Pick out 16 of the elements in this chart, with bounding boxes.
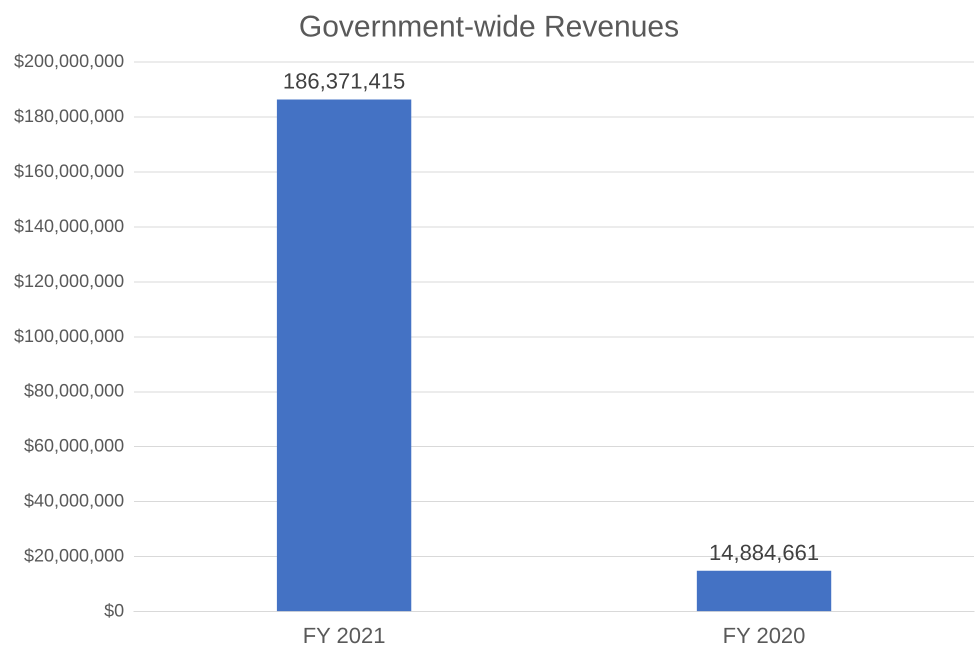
y-tick-label: $180,000,000 <box>14 106 124 126</box>
y-tick-label: $0 <box>104 600 124 621</box>
data-label: 14,884,661 <box>708 540 820 565</box>
chart-title: Government-wide Revenues <box>298 10 680 44</box>
y-tick-label: $60,000,000 <box>24 436 124 456</box>
y-tick-label: $100,000,000 <box>14 326 124 346</box>
y-tick-label: $160,000,000 <box>14 160 124 181</box>
y-tick-label: $20,000,000 <box>24 546 124 566</box>
y-tick-label: $40,000,000 <box>24 490 124 511</box>
data-label: 186,371,415 <box>282 68 406 94</box>
y-tick-label: $200,000,000 <box>14 50 124 71</box>
y-tick-label: $140,000,000 <box>14 216 124 236</box>
y-tick-label: $80,000,000 <box>24 380 124 401</box>
y-tick-label: $120,000,000 <box>14 270 124 291</box>
x-tick-label: FY 2021 <box>302 622 386 648</box>
x-tick-label: FY 2020 <box>722 622 806 648</box>
